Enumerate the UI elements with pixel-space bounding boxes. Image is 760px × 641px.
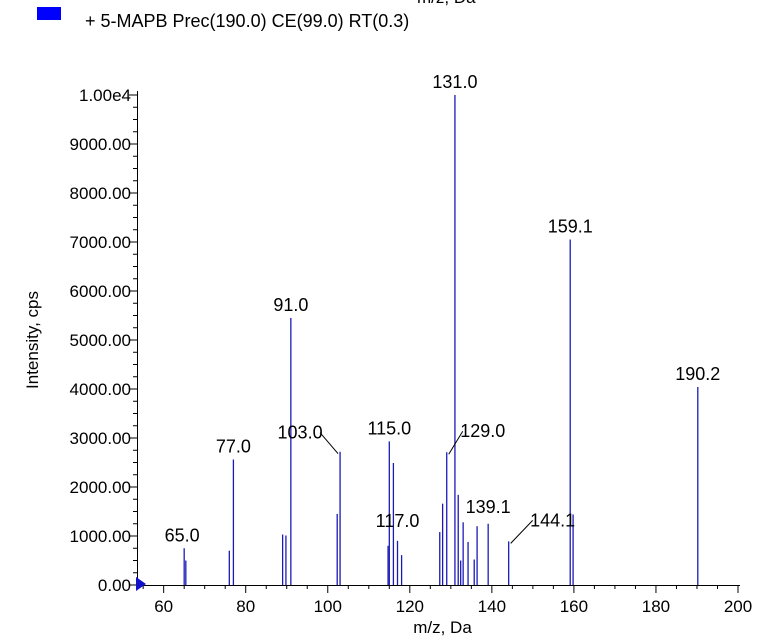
peak-label: 190.2 [675, 364, 720, 384]
peak-label: 129.0 [460, 421, 505, 441]
y-tick-label: 7000.00 [70, 233, 131, 252]
x-tick-label: 180 [642, 597, 670, 616]
peak-label: 77.0 [216, 437, 251, 457]
y-tick-label: 8000.00 [70, 184, 131, 203]
peak-label: 139.1 [466, 497, 511, 517]
y-tick-label: 3000.00 [70, 429, 131, 448]
origin-marker [136, 577, 146, 591]
annotation-leader [510, 520, 534, 544]
y-tick-label: 1000.00 [70, 527, 131, 546]
annotation-leader [319, 432, 339, 455]
y-tick-label: 1.00e4 [79, 86, 131, 105]
peak-label: 159.1 [548, 217, 593, 237]
peak-label: 103.0 [278, 423, 323, 443]
peak-label: 65.0 [165, 525, 200, 545]
peak-label: 144.1 [530, 510, 575, 530]
peak-label: 115.0 [367, 418, 411, 438]
peaks-layer [183, 95, 699, 585]
annotation-leader [448, 430, 464, 455]
legend-title-clipped: m/z, Da [417, 0, 476, 8]
y-tick-label: 6000.00 [70, 282, 131, 301]
peak-label: 131.0 [432, 72, 477, 92]
peak-label: 117.0 [376, 511, 420, 531]
x-tick-label: 140 [478, 597, 506, 616]
x-tick-label: 200 [724, 597, 752, 616]
peak-label: 91.0 [273, 295, 308, 315]
x-tick-label: 120 [396, 597, 424, 616]
y-tick-label: 5000.00 [70, 331, 131, 350]
legend-swatch [37, 7, 61, 20]
legend-entry: + 5-MAPB Prec(190.0) CE(99.0) RT(0.3) [85, 11, 410, 31]
x-tick-label: 60 [154, 597, 173, 616]
y-axis-title: Intensity, cps [23, 291, 42, 389]
x-axis-title: m/z, Da [413, 618, 472, 637]
y-tick-label: 4000.00 [70, 380, 131, 399]
x-tick-label: 160 [560, 597, 588, 616]
y-tick-label: 2000.00 [70, 478, 131, 497]
y-tick-label: 0.00 [98, 576, 131, 595]
x-tick-label: 100 [314, 597, 342, 616]
y-tick-label: 9000.00 [70, 135, 131, 154]
axes-layer [129, 91, 740, 593]
x-tick-label: 80 [236, 597, 255, 616]
labels-layer: 0.00 1000.00 2000.00 3000.00 4000.00 5000.00 6… [23, 72, 752, 637]
